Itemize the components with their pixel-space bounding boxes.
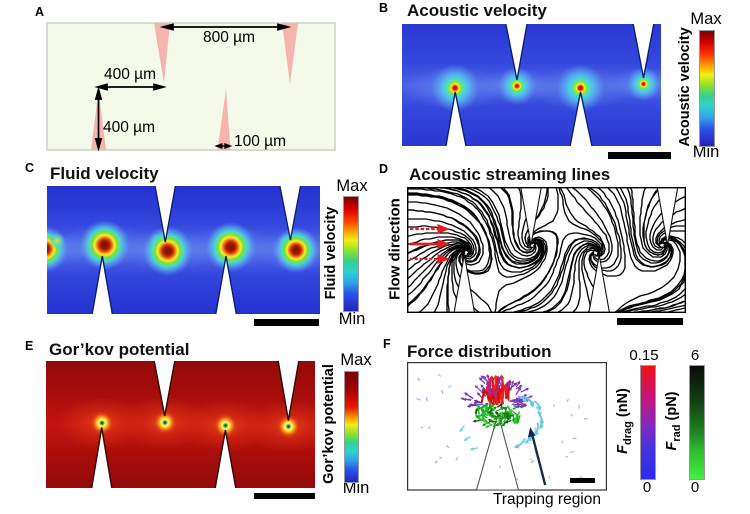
svg-text:400 µm: 400 µm <box>104 66 156 83</box>
svg-text:800 µm: 800 µm <box>203 29 255 46</box>
svg-text:100 µm: 100 µm <box>234 133 286 150</box>
svg-text:400 µm: 400 µm <box>103 119 155 136</box>
